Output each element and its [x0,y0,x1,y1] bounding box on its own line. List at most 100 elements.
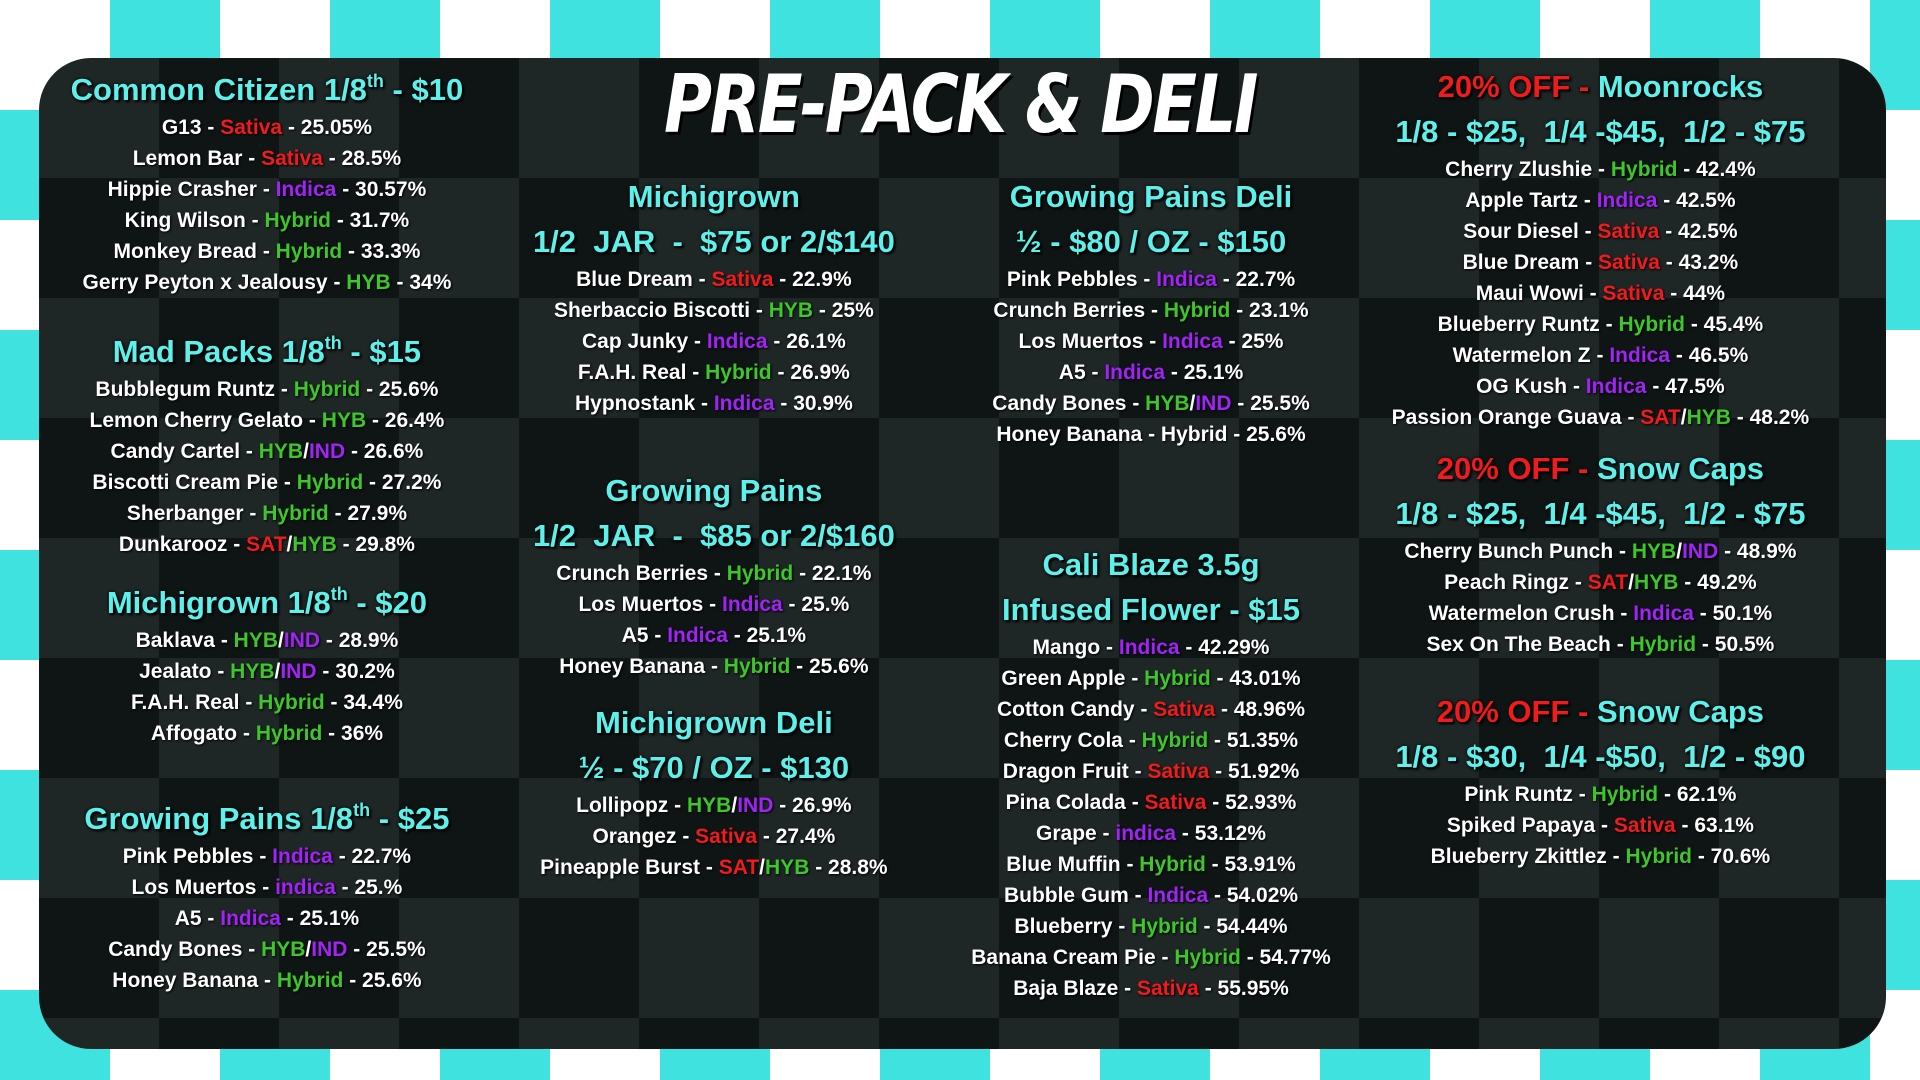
menu-item: Candy Bones - HYB/IND - 25.5% [84,934,449,965]
type-separator: / [1680,405,1687,429]
heading-text: Mad Packs 1/8 [112,334,325,370]
heading-text: Michigrown 1/8 [106,585,331,621]
strain-name: Sherbaccio Biscotti [553,298,751,322]
separator: - [1140,698,1148,722]
type-separator: / [303,440,309,464]
section-heading: Cali Blaze 3.5g [971,542,1331,587]
separator: - [328,722,336,746]
menu-item: Honey Banana - Hybrid - 25.6% [533,651,895,682]
strain-type: HYB [258,440,304,464]
strain-name: Los Muertos [578,592,704,616]
separator: - [1221,698,1229,722]
strain-type: Indica [667,623,728,647]
separator: - [264,968,271,992]
strain-type: Hybrid [1139,853,1206,877]
thc-percent: 22.7% [351,844,412,868]
strain-type: Hybrid [1629,632,1697,656]
separator: - [369,471,377,495]
strain-type: IND [311,937,348,961]
separator: - [682,825,690,849]
strain-type: Hybrid [1610,157,1678,181]
strain-name: Blueberry [1014,915,1113,939]
separator: - [245,691,253,715]
menu-item: Spiked Papaya - Sativa - 63.1% [1395,810,1805,841]
heading-text: ½ - $70 / OZ - $130 [578,750,850,786]
strain-type: HYB [292,533,337,557]
strain-name: Maui Wowi [1475,281,1584,305]
thc-percent: 25.1% [299,906,360,930]
separator: - [1663,783,1671,807]
menu-item: Blue Dream - Sativa - 43.2% [1392,247,1810,278]
strain-type: HYB [768,298,814,322]
separator: - [1215,760,1223,784]
separator: - [1228,329,1236,353]
strain-name: Dunkarooz [118,533,228,557]
strain-type: Hybrid [723,654,791,678]
separator: - [1212,791,1220,815]
thc-percent: 27.4% [775,825,836,849]
menu-section: Growing Pains 1/8th - $25 Pink Pebbles - … [84,796,449,996]
thc-percent: 26.6% [363,440,424,464]
separator: - [1627,405,1635,429]
strain-name: A5 [1058,360,1086,384]
separator: - [283,471,291,495]
heading-text: th [353,799,371,820]
separator: - [1181,822,1189,846]
menu-item: Blue Muffin - Hybrid - 53.91% [971,849,1331,880]
strain-type: Indica [1633,601,1694,625]
strain-type: indica [1115,822,1177,846]
strain-name: A5 [174,906,202,930]
separator: - [1211,853,1219,877]
separator: - [233,533,241,557]
menu-item: Pink Pebbles - Indica - 22.7% [84,841,449,872]
separator: - [1699,601,1707,625]
thc-percent: 30.57% [355,178,427,202]
heading-text: 1/2 JAR - $85 or 2/$160 [532,517,895,553]
separator: - [1216,667,1224,691]
menu-item: Cherry Bunch Punch - HYB/IND - 48.9% [1395,536,1805,567]
menu-item: F.A.H. Real - Hybrid - 26.9% [533,357,895,388]
heading-text: th [330,584,348,605]
menu-item: Jealato - HYB/IND - 30.2% [107,656,427,687]
menu-section: Growing Pains Deli ½ - $80 / OZ - $150 Pin… [992,174,1309,450]
heading-text: th [366,71,384,92]
menu-item: Watermelon Crush - Indica - 50.1% [1395,598,1805,629]
strain-name: Dragon Fruit [1002,760,1129,784]
menu-section: Michigrown 1/8th - $20 Baklava - HYB/IND … [107,580,427,749]
separator: - [220,629,228,653]
heading-text: Common Citizen 1/8 [70,72,367,108]
thc-percent: 55.95% [1217,977,1289,1001]
strain-type: Hybrid [275,240,343,264]
thc-percent: 25% [1241,329,1284,353]
thc-percent: 25.% [354,875,403,899]
separator: - [1670,281,1678,305]
separator: - [710,654,718,678]
strain-type: indica [275,875,336,899]
strain-name: Honey Banana [112,968,259,992]
menu-title: PRE-PACK & DELI [664,58,1258,151]
menu-item: Crunch Berries - Hybrid - 22.1% [533,558,895,589]
section-heading: Michigrown [533,174,895,219]
menu-item: Affogato - Hybrid - 36% [107,718,427,749]
strain-name: Crunch Berries [556,561,709,585]
separator: - [1619,539,1627,563]
strain-name: OG Kush [1476,374,1568,398]
heading-text: 20% OFF - [1436,450,1597,486]
separator: - [1214,729,1222,753]
menu-item: Dunkarooz - SAT/HYB - 29.8% [90,529,445,560]
thc-percent: 25.1% [746,623,807,647]
thc-percent: 28.8% [828,856,888,880]
thc-percent: 30.9% [793,391,853,415]
strain-type: Indica [1596,188,1658,212]
menu-item: Banana Cream Pie - Hybrid - 54.77% [971,942,1331,973]
separator: - [1149,329,1157,353]
strain-name: Blue Dream [576,267,693,291]
strain-type: Hybrid [258,691,325,715]
separator: - [1091,360,1099,384]
menu-item: Los Muertos - indica - 25.% [84,872,449,903]
strain-type: Hybrid [264,209,331,233]
separator: - [773,329,781,353]
thc-percent: 25.1% [1183,360,1244,384]
strain-type: Indica [1609,343,1671,367]
strain-name: Candy Bones [108,937,243,961]
